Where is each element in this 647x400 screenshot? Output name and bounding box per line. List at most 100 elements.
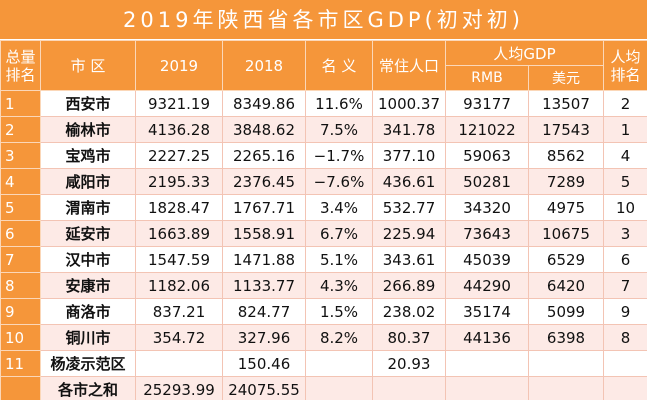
table-cell: 8562 — [527, 142, 605, 169]
table-cell: 10675 — [527, 220, 605, 247]
header-cell: 人均排名 — [603, 40, 647, 91]
table-cell: 咸阳市 — [40, 168, 136, 195]
table-cell: 3 — [0, 142, 41, 169]
table-cell: 铜川市 — [40, 324, 136, 351]
header-cell: 总量排名 — [0, 40, 41, 91]
table-cell: 6398 — [527, 324, 605, 351]
table-cell: 266.89 — [372, 272, 446, 299]
table-cell: 1558.91 — [222, 220, 306, 247]
table-cell — [445, 376, 529, 400]
table-cell: 商洛市 — [40, 298, 136, 325]
table-title: 2019年陕西省各市区GDP(初对初) — [0, 0, 647, 40]
table-cell: 9 — [603, 298, 647, 325]
table-cell: 6 — [0, 220, 41, 247]
table-cell — [603, 376, 647, 400]
table-cell: 11 — [0, 350, 41, 377]
table-row: 7 汉中市 1547.59 1471.88 5.1% 343.61 45039 6529 6 — [0, 246, 647, 273]
table-cell: 436.61 — [372, 168, 446, 195]
table-cell: 6.7% — [305, 220, 373, 247]
table-cell: 7289 — [527, 168, 605, 195]
table-cell: 4 — [0, 168, 41, 195]
table-cell — [305, 350, 373, 377]
table-cell: 10 — [603, 194, 647, 221]
header-cell: 2019 — [135, 40, 223, 91]
table-cell: 1.5% — [305, 298, 373, 325]
table-cell: 25293.99 — [135, 376, 223, 400]
table-row: 11 杨凌示范区 150.46 20.93 — [0, 350, 647, 377]
table-cell: 安康市 — [40, 272, 136, 299]
table-cell: 4136.28 — [135, 116, 223, 143]
table-cell: 1547.59 — [135, 246, 223, 273]
table-cell: 3.4% — [305, 194, 373, 221]
table-cell: 824.77 — [222, 298, 306, 325]
table-cell: 延安市 — [40, 220, 136, 247]
table-cell: 354.72 — [135, 324, 223, 351]
table-cell: 8349.86 — [222, 90, 306, 117]
table-cell: 44136 — [445, 324, 529, 351]
table-row: 10 铜川市 354.72 327.96 8.2% 80.37 44136 6398 8 — [0, 324, 647, 351]
table-cell: 13507 — [527, 90, 605, 117]
table-cell: 汉中市 — [40, 246, 136, 273]
table-cell: 73643 — [445, 220, 529, 247]
table-row: 6 延安市 1663.89 1558.91 6.7% 225.94 73643 10675 3 — [0, 220, 647, 247]
table-cell: 西安市 — [40, 90, 136, 117]
table-cell: 11.6% — [305, 90, 373, 117]
table-cell: 45039 — [445, 246, 529, 273]
table-cell: 9321.19 — [135, 90, 223, 117]
table-cell: 377.10 — [372, 142, 446, 169]
table-row: 2 榆林市 4136.28 3848.62 7.5% 341.78 121022 17543 1 — [0, 116, 647, 143]
table-cell: 5.1% — [305, 246, 373, 273]
table-cell: 327.96 — [222, 324, 306, 351]
table-cell: 1828.47 — [135, 194, 223, 221]
table-cell: 121022 — [445, 116, 529, 143]
table-cell: 1 — [0, 90, 41, 117]
table-cell: −7.6% — [305, 168, 373, 195]
table-cell: 7.5% — [305, 116, 373, 143]
table-cell: 343.61 — [372, 246, 446, 273]
header-cell: 常住人口 — [372, 40, 446, 91]
table-cell: 2 — [0, 116, 41, 143]
table-row: 8 安康市 1182.06 1133.77 4.3% 266.89 44290 6420 7 — [0, 272, 647, 299]
table-cell: 各市之和 — [40, 376, 136, 400]
table-row: 9 商洛市 837.21 824.77 1.5% 238.02 35174 5099 9 — [0, 298, 647, 325]
table-cell: 2195.33 — [135, 168, 223, 195]
table-cell — [0, 376, 41, 400]
table-cell: −1.7% — [305, 142, 373, 169]
table-cell — [603, 350, 647, 377]
table-cell: 2227.25 — [135, 142, 223, 169]
table-cell: 20.93 — [372, 350, 446, 377]
table-cell: 341.78 — [372, 116, 446, 143]
table-body: 1 西安市 9321.19 8349.86 11.6% 1000.37 93177 13507… — [0, 90, 647, 400]
table-cell: 2265.16 — [222, 142, 306, 169]
table-cell — [445, 350, 529, 377]
table-cell — [527, 376, 605, 400]
table-cell: 150.46 — [222, 350, 306, 377]
table-cell — [305, 376, 373, 400]
subheader-cell: RMB — [445, 65, 529, 91]
header-cell: 2018 — [222, 40, 306, 91]
table-cell: 10 — [0, 324, 41, 351]
table-cell: 24075.55 — [222, 376, 306, 400]
table-cell: 238.02 — [372, 298, 446, 325]
table-cell: 2376.45 — [222, 168, 306, 195]
table-cell: 5 — [0, 194, 41, 221]
table-cell: 2 — [603, 90, 647, 117]
table-cell: 1000.37 — [372, 90, 446, 117]
table-cell — [372, 376, 446, 400]
table-row: 1 西安市 9321.19 8349.86 11.6% 1000.37 93177 13507… — [0, 90, 647, 117]
table-cell: 8 — [0, 272, 41, 299]
table-cell: 50281 — [445, 168, 529, 195]
table-cell: 6529 — [527, 246, 605, 273]
table-cell: 杨凌示范区 — [40, 350, 136, 377]
table-cell — [527, 350, 605, 377]
table-row: 各市之和 25293.99 24075.55 — [0, 376, 647, 400]
table-cell: 35174 — [445, 298, 529, 325]
table-cell: 34320 — [445, 194, 529, 221]
table-cell: 59063 — [445, 142, 529, 169]
table-cell: 榆林市 — [40, 116, 136, 143]
table-cell: 837.21 — [135, 298, 223, 325]
table-cell: 1767.71 — [222, 194, 306, 221]
table-cell: 6 — [603, 246, 647, 273]
table-row: 5 渭南市 1828.47 1767.71 3.4% 532.77 34320 4975 10 — [0, 194, 647, 221]
